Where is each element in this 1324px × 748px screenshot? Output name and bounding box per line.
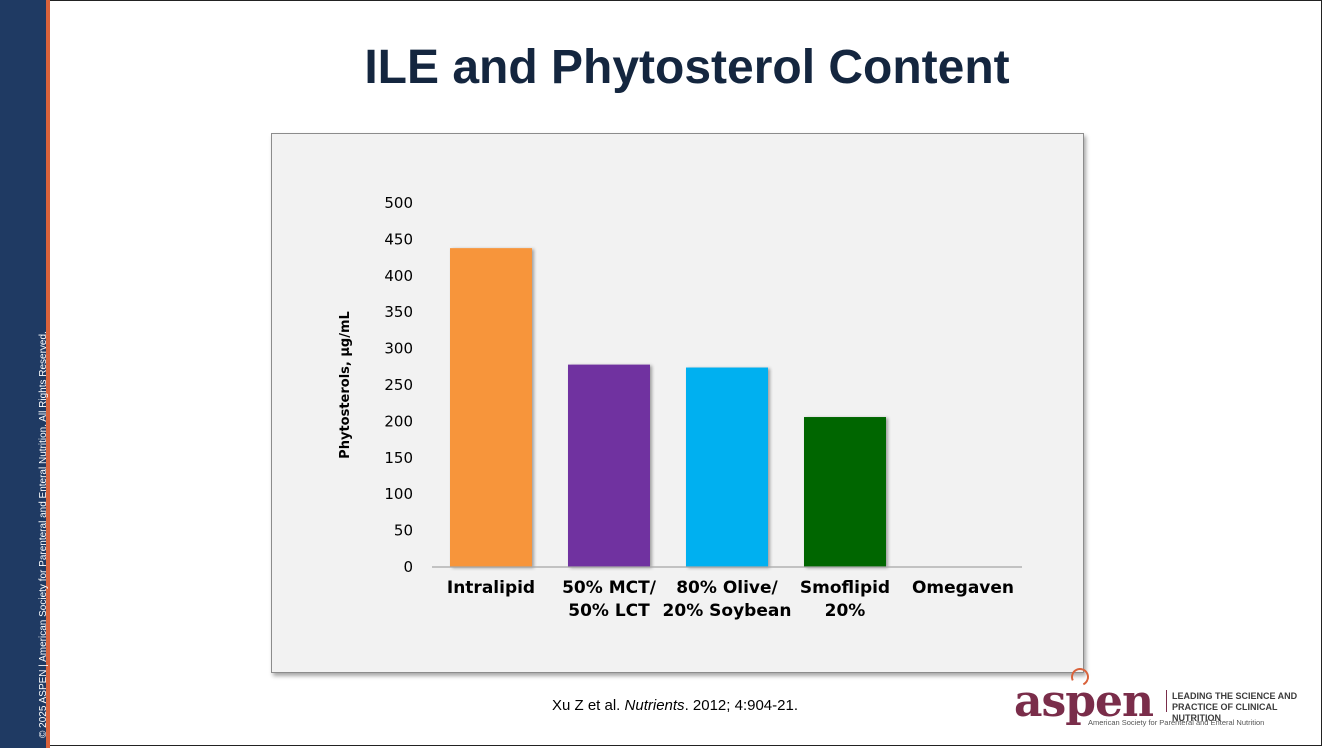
y-tick-label: 350 bbox=[384, 303, 413, 321]
citation: Xu Z et al. Nutrients. 2012; 4:904-21. bbox=[400, 697, 950, 714]
x-tick-label: 50% LCT bbox=[568, 601, 650, 621]
x-tick-label: 20% Soybean bbox=[663, 601, 792, 621]
y-tick-label: 100 bbox=[384, 485, 413, 503]
y-tick-label: 400 bbox=[384, 267, 413, 285]
y-tick-label: 50 bbox=[394, 522, 413, 540]
y-tick-label: 250 bbox=[384, 376, 413, 394]
y-axis-title: Phytosterols, µg/mL bbox=[338, 311, 353, 459]
logo-tagline: LEADING THE SCIENCE AND PRACTICE OF CLIN… bbox=[1172, 691, 1319, 724]
y-tick-label: 150 bbox=[384, 449, 413, 467]
bar-chart: Phytosterols, µg/mL 0 50 100 150 200 250 300 35… bbox=[338, 194, 1022, 621]
citation-details: . 2012; 4:904-21. bbox=[684, 697, 798, 714]
logo-divider bbox=[1166, 690, 1167, 712]
logo-tagline-line-1: LEADING THE SCIENCE AND bbox=[1172, 691, 1298, 701]
bar bbox=[450, 248, 532, 568]
x-tick-label: Omegaven bbox=[912, 578, 1014, 598]
x-tick-label: Intralipid bbox=[447, 578, 535, 598]
x-tick-label: Smoflipid bbox=[800, 578, 890, 598]
sidebar-band bbox=[0, 0, 46, 748]
sidebar-accent-stripe bbox=[46, 0, 50, 748]
y-tick-label: 450 bbox=[384, 230, 413, 248]
y-tick-label: 0 bbox=[403, 558, 413, 576]
aspen-wordmark: aspen bbox=[1014, 676, 1154, 727]
bar bbox=[568, 364, 650, 567]
logo-full-name: American Society for Parenteral and Ente… bbox=[1088, 718, 1265, 727]
bar bbox=[686, 367, 768, 567]
aspen-logo: aspen LEADING THE SCIENCE AND PRACTICE O… bbox=[1014, 665, 1319, 736]
x-tick-label: 20% bbox=[825, 601, 866, 621]
slide-title: ILE and Phytosterol Content bbox=[364, 41, 1010, 94]
y-tick-label: 200 bbox=[384, 412, 413, 430]
y-tick-label: 500 bbox=[384, 194, 413, 212]
x-tick-label: 50% MCT/ bbox=[562, 578, 657, 598]
citation-journal: Nutrients bbox=[624, 697, 685, 714]
y-tick-label: 300 bbox=[384, 340, 413, 358]
bar bbox=[804, 417, 886, 567]
x-tick-label: 80% Olive/ bbox=[676, 578, 778, 598]
chart-panel: Phytosterols, µg/mL 0 50 100 150 200 250 300 35… bbox=[271, 133, 1084, 673]
copyright-notice: © 2025 ASPEN | American Society for Pare… bbox=[38, 331, 49, 738]
logo-tagline-line-2: PRACTICE OF CLINICAL NUTRITION bbox=[1172, 702, 1278, 723]
citation-authors: Xu Z et al. bbox=[551, 697, 625, 714]
